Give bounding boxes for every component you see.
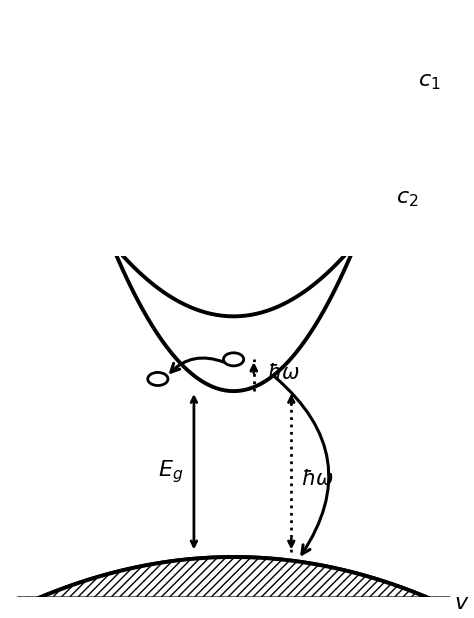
FancyArrowPatch shape — [171, 358, 224, 372]
Text: $c_1$: $c_1$ — [418, 72, 440, 91]
Text: $\hbar\omega$: $\hbar\omega$ — [267, 363, 300, 383]
Text: $c_2$: $c_2$ — [396, 189, 419, 209]
Text: $\hbar\omega$: $\hbar\omega$ — [301, 468, 334, 489]
Circle shape — [223, 353, 244, 366]
Circle shape — [148, 373, 168, 386]
Text: $E_g$: $E_g$ — [158, 459, 183, 485]
FancyArrowPatch shape — [275, 378, 329, 554]
Text: $v$: $v$ — [454, 593, 469, 613]
